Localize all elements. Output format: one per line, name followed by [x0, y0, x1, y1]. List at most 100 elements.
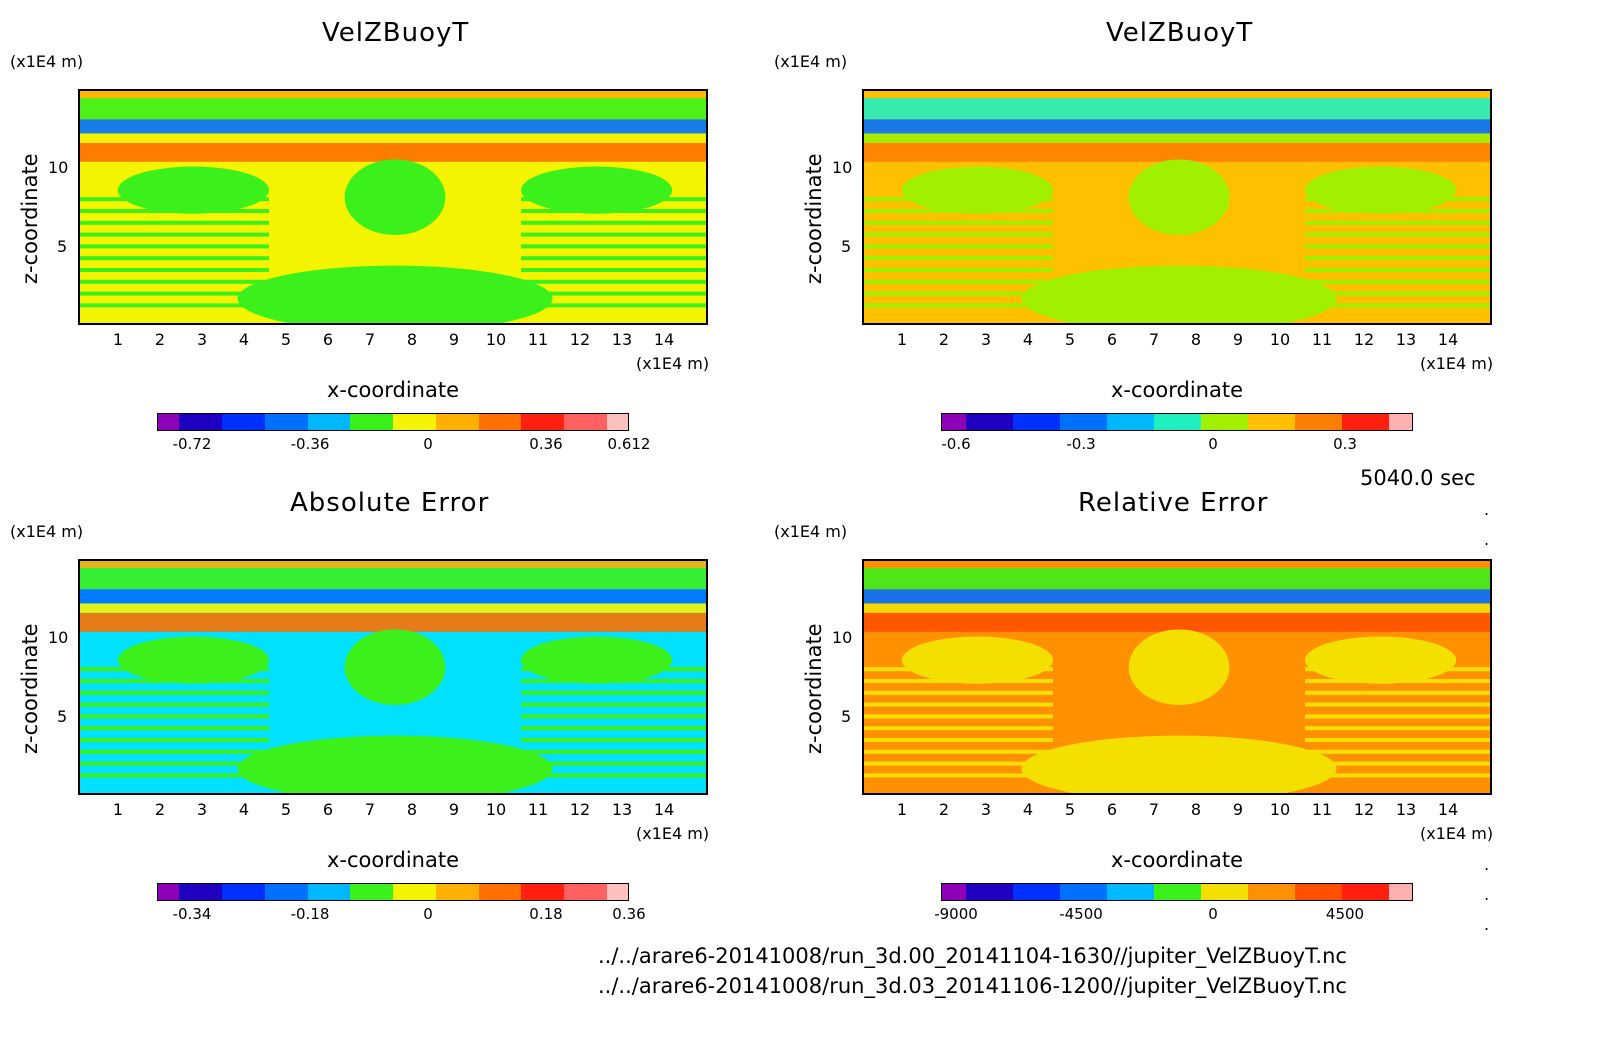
x-tick-11: 11	[1311, 800, 1333, 819]
colorbar	[157, 883, 629, 901]
decorative-dot: .	[1484, 915, 1490, 934]
colorbar-label: 0.36	[612, 905, 646, 923]
colorbar-swatch	[179, 884, 223, 900]
decorative-dot: .	[1484, 855, 1490, 874]
contour-band	[864, 561, 1490, 569]
contour-band	[80, 603, 706, 613]
colorbar-swatch	[942, 414, 966, 430]
colorbar-swatch	[1153, 884, 1201, 900]
contour-streak	[521, 773, 706, 778]
x-tick-3: 3	[980, 330, 992, 349]
contour-band	[80, 568, 706, 590]
contour-streak	[1305, 256, 1490, 261]
chart-panel-absolute-error: Absolute Error (x1E4 m) z-coordinate 5 1…	[0, 470, 800, 950]
contour-streak	[80, 256, 269, 261]
colorbar-swatch	[435, 414, 479, 430]
colorbar-label: 0	[423, 905, 433, 923]
contour-band	[864, 98, 1490, 120]
contour-streak	[1305, 291, 1490, 296]
contour-streak	[864, 726, 1053, 731]
x-tick-13: 13	[611, 800, 633, 819]
x-tick-7: 7	[1148, 800, 1160, 819]
contour-streak	[80, 244, 269, 249]
contour-blob	[1021, 265, 1337, 323]
contour-band	[864, 91, 1490, 99]
contour-streak	[864, 303, 1053, 308]
colorbar-swatch	[222, 884, 265, 900]
colorbar-label: 0	[1208, 905, 1218, 923]
x-tick-1: 1	[112, 330, 124, 349]
colorbar-swatch	[1012, 884, 1060, 900]
y-tick-10: 10	[832, 628, 853, 647]
x-tick-1: 1	[896, 800, 908, 819]
contour-blob	[901, 636, 1053, 684]
colorbar-swatch	[942, 884, 966, 900]
contour-streak	[80, 303, 269, 308]
y-tick-5: 5	[841, 237, 852, 256]
contour-blob	[1305, 636, 1457, 684]
colorbar-swatch	[158, 884, 180, 900]
x-tick-11: 11	[527, 800, 549, 819]
contour-streak	[1305, 761, 1490, 766]
chart-panel-relative-error: Relative Error (x1E4 m) z-coordinate 5 1…	[774, 470, 1584, 950]
contour-streak	[80, 279, 269, 284]
contour-streak	[1305, 244, 1490, 249]
x-tick-6: 6	[322, 330, 334, 349]
x-tick-3: 3	[196, 800, 208, 819]
colorbar-label: -0.72	[172, 435, 212, 453]
contour-streak	[864, 738, 1053, 742]
colorbar-label: 0.36	[529, 435, 563, 453]
contour-streak	[864, 279, 1053, 284]
x-tick-12: 12	[1353, 800, 1375, 819]
contour-band	[864, 612, 1490, 632]
x-tick-8: 8	[1190, 330, 1202, 349]
colorbar-swatch	[521, 884, 564, 900]
colorbar	[941, 413, 1413, 431]
x-axis-label: x-coordinate	[1110, 848, 1244, 872]
colorbar-swatch	[350, 884, 394, 900]
time-label: 5040.0 sec	[1360, 466, 1476, 490]
contour-streak	[521, 291, 706, 296]
decorative-dot: .	[1484, 530, 1490, 549]
colorbar-label: -0.6	[941, 435, 971, 453]
colorbar-swatch	[1247, 414, 1295, 430]
y-unit-label: (x1E4 m)	[774, 52, 848, 71]
x-tick-1: 1	[896, 330, 908, 349]
colorbar-swatch	[222, 414, 265, 430]
x-tick-10: 10	[1269, 800, 1291, 819]
x-tick-2: 2	[938, 330, 950, 349]
contour-streak	[521, 232, 706, 237]
contour-streak	[1305, 690, 1490, 695]
colorbar-swatch	[264, 884, 308, 900]
contour-streak	[80, 690, 269, 695]
colorbar-swatch	[1388, 414, 1412, 430]
x-tick-9: 9	[1232, 800, 1244, 819]
chart-title: VelZBuoyT	[322, 18, 470, 48]
x-tick-9: 9	[448, 330, 460, 349]
contour-field	[80, 91, 706, 323]
contour-streak	[864, 244, 1053, 249]
contour-band	[864, 568, 1490, 590]
colorbar	[941, 883, 1413, 901]
x-tick-7: 7	[1148, 330, 1160, 349]
contour-streak	[864, 232, 1053, 237]
x-tick-8: 8	[406, 800, 418, 819]
x-tick-14: 14	[653, 800, 675, 819]
colorbar-swatch	[1388, 884, 1412, 900]
chart-title: Relative Error	[1078, 488, 1269, 518]
colorbar-swatch	[393, 884, 436, 900]
contour-band	[864, 133, 1490, 143]
colorbar-swatch	[179, 414, 223, 430]
y-tick-10: 10	[48, 158, 69, 177]
contour-field	[864, 561, 1490, 793]
contour-field	[864, 91, 1490, 323]
colorbar-label: 4500	[1325, 905, 1365, 923]
x-tick-2: 2	[154, 800, 166, 819]
colorbar-swatch	[965, 414, 1013, 430]
x-tick-5: 5	[1064, 800, 1076, 819]
x-tick-3: 3	[980, 800, 992, 819]
x-tick-5: 5	[1064, 330, 1076, 349]
x-tick-13: 13	[1395, 800, 1417, 819]
y-axis-label: z-coordinate	[802, 153, 826, 284]
